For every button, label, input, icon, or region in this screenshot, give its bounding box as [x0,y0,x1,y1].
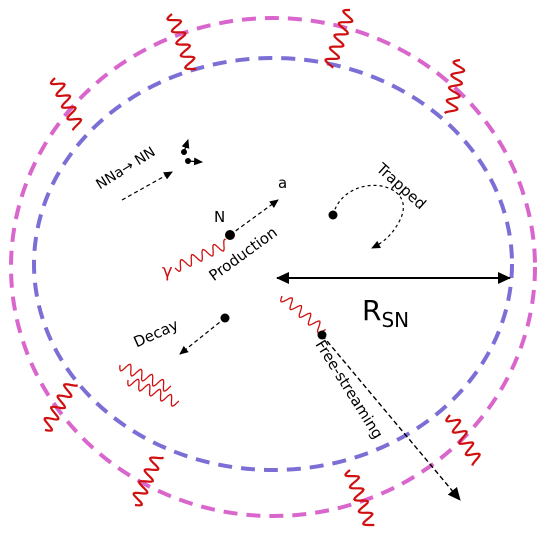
decay-label: Decay [131,316,181,352]
photon-waves [45,10,480,525]
photon-wave [326,10,353,68]
photon-wave [128,379,179,406]
photon-wave [167,14,196,69]
photon-wave [45,384,78,431]
free-streaming-label: Free-streaming [312,337,387,442]
radius-symbol: R [362,294,381,327]
photon-wave [51,78,81,130]
photon-wave [445,60,465,113]
photon-wave [281,296,326,333]
radius-label: RSN [362,294,409,332]
free-streaming-arrow [322,335,460,500]
diagram: NNa→ NN N a γ Production Trapped RSN Dec… [0,0,538,532]
absorption-arrow [122,172,172,200]
page: {"labels": {"absorption": "NNa→ NN", "nu… [0,0,538,532]
decay-arrow [180,318,225,354]
radius-subscript: SN [381,308,409,332]
axion-label: a [278,174,287,192]
nucleon-label: N [214,208,225,226]
inner-sphere [34,58,512,470]
trapped-arrow [333,185,403,248]
production-label: Production [205,223,280,284]
photon-label: γ [162,261,173,282]
